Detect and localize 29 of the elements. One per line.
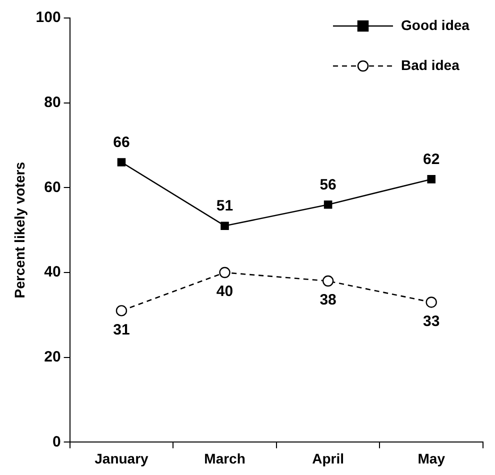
x-tick-label: May [418,450,446,466]
legend-label: Bad idea [401,56,460,73]
x-tick-label: April [312,450,344,466]
point [427,175,436,184]
x-tick-label: March [204,450,246,466]
legend-label: Good idea [401,16,470,33]
point [116,305,128,316]
y-tick-label: 40 [44,264,61,281]
data-label: 62 [423,150,440,168]
data-label: 51 [216,198,234,214]
y-axis-title: Percent likely voters [11,162,28,298]
y-tick-label: 100 [36,9,61,26]
point [219,266,230,278]
point [324,200,332,209]
y-tick-label: 0 [52,433,61,450]
x-tick-label: January [94,450,149,466]
y-tick-label: 20 [44,348,61,366]
data-label: 38 [320,292,336,309]
data-label: 40 [216,283,234,300]
point [426,296,437,308]
data-label: 33 [423,312,440,330]
point [322,275,334,287]
y-tick-label: 80 [44,94,61,111]
point [117,158,126,166]
data-label: 31 [113,321,130,338]
data-label: 66 [113,134,130,151]
point [220,222,229,230]
y-tick-label: 60 [44,178,61,196]
data-label: 56 [320,176,336,194]
